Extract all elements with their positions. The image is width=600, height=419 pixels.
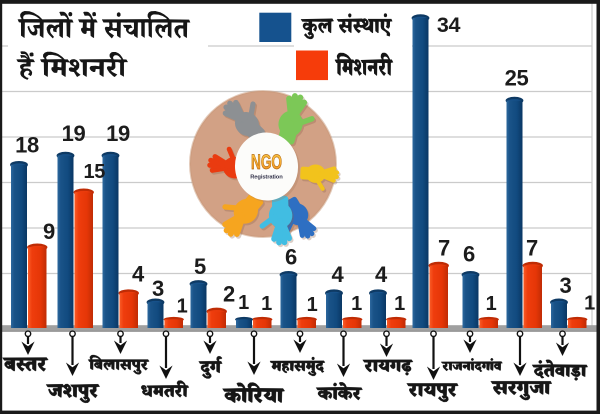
svg-text:4: 4 bbox=[332, 262, 345, 287]
svg-text:3: 3 bbox=[152, 276, 164, 301]
svg-text:1: 1 bbox=[584, 293, 595, 315]
svg-text:1: 1 bbox=[261, 293, 272, 315]
svg-text:15: 15 bbox=[83, 161, 105, 183]
svg-text:NGO: NGO bbox=[251, 150, 282, 174]
svg-text:1: 1 bbox=[238, 292, 249, 314]
svg-text:25: 25 bbox=[505, 66, 529, 91]
svg-text:1: 1 bbox=[486, 293, 497, 315]
svg-text:34: 34 bbox=[437, 13, 461, 37]
svg-text:7: 7 bbox=[526, 236, 538, 261]
svg-text:3: 3 bbox=[560, 273, 572, 298]
svg-text:19: 19 bbox=[62, 121, 86, 146]
svg-text:5: 5 bbox=[194, 254, 206, 279]
svg-text:18: 18 bbox=[15, 133, 39, 158]
svg-text:6: 6 bbox=[463, 242, 475, 267]
svg-text:1: 1 bbox=[351, 293, 362, 315]
svg-text:9: 9 bbox=[43, 219, 55, 244]
svg-text:1: 1 bbox=[394, 293, 405, 315]
svg-text:1: 1 bbox=[177, 296, 188, 318]
svg-text:Registration: Registration bbox=[250, 174, 283, 180]
svg-text:4: 4 bbox=[375, 262, 388, 287]
svg-text:19: 19 bbox=[106, 121, 130, 146]
svg-text:4: 4 bbox=[132, 261, 145, 286]
svg-text:7: 7 bbox=[438, 236, 450, 261]
svg-text:1: 1 bbox=[307, 294, 318, 316]
svg-text:2: 2 bbox=[223, 281, 235, 306]
svg-text:6: 6 bbox=[285, 245, 297, 270]
